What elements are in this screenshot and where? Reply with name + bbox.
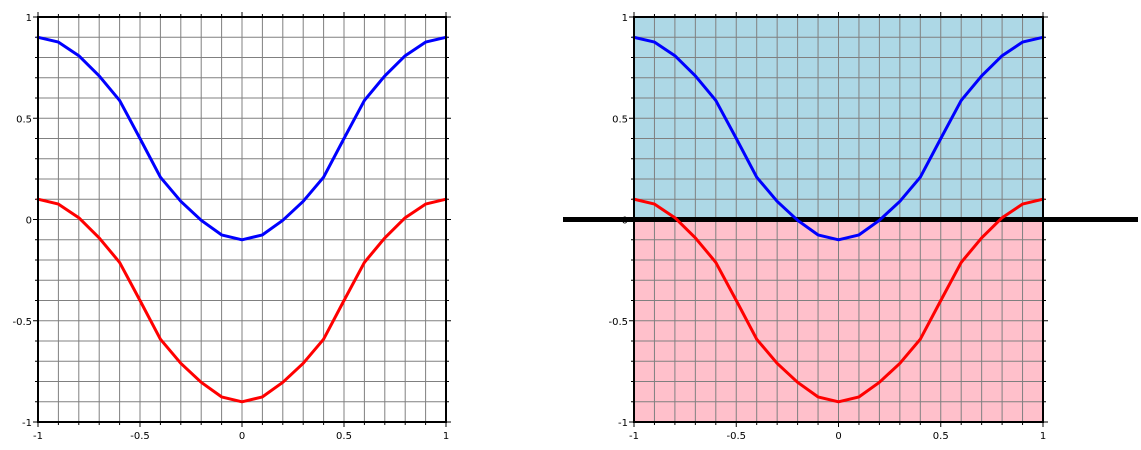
chart-right: -1 -0.5 0 0.5 1 1 0.5 0 -0.5 -1	[563, 12, 1138, 442]
y-tick-label: 1	[622, 13, 628, 24]
series-line-red	[36, 197, 448, 404]
series-line-red	[632, 197, 1045, 404]
x-tick-label: 0.5	[336, 431, 352, 442]
x-tick-label: -1	[629, 431, 639, 442]
x-tick-label: 0.5	[933, 431, 949, 442]
series-line-blue	[632, 35, 1045, 242]
y-tick-label: -1	[22, 418, 32, 429]
plot-frame	[37, 16, 447, 423]
x-tick-label: 1	[1040, 431, 1046, 442]
x-tick-label: -1	[33, 431, 43, 442]
y-tick-label: 0.5	[16, 114, 32, 125]
y-tick-label: 1	[26, 13, 32, 24]
y-tick-label: -0.5	[608, 317, 628, 328]
x-tick-label: 1	[443, 431, 449, 442]
x-tick-label: -0.5	[726, 431, 746, 442]
y-tick-label: -1	[618, 418, 628, 429]
y-tick-label: 0	[622, 216, 628, 227]
y-tick-label: -0.5	[12, 317, 32, 328]
chart-left: -1 -0.5 0 0.5 1 1 0.5 0 -0.5 -1	[12, 12, 451, 442]
x-tick-label: -0.5	[130, 431, 150, 442]
x-tick-label: 0	[835, 431, 841, 442]
y-tick-label: 0.5	[612, 114, 628, 125]
x-tick-label: 0	[239, 431, 245, 442]
series-line-blue	[36, 35, 448, 242]
plot-frame	[633, 16, 1044, 423]
y-tick-label: 0	[26, 216, 32, 227]
